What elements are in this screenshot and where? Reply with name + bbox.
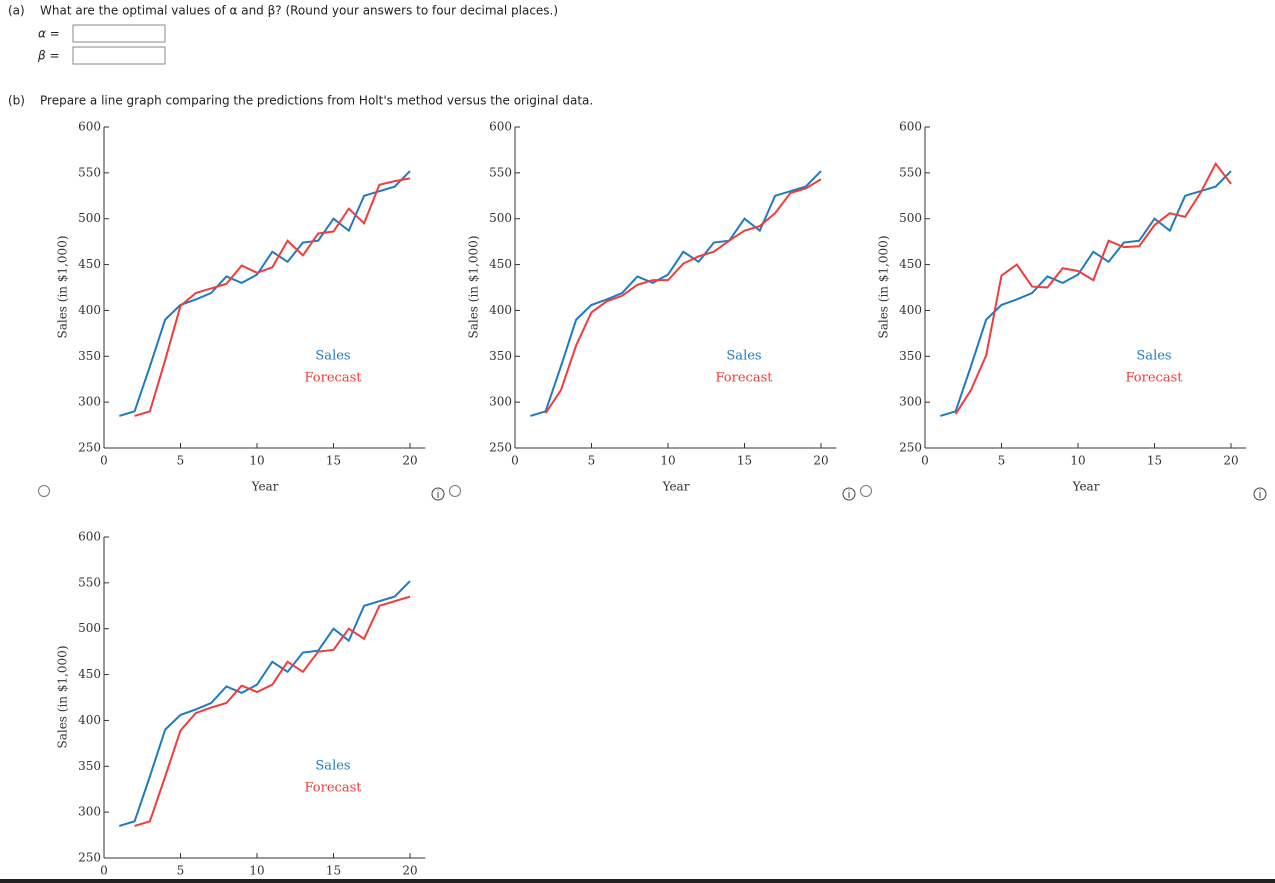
y-tick-label: 300 bbox=[78, 395, 101, 409]
series-line bbox=[119, 580, 411, 827]
series-line bbox=[954, 161, 1232, 415]
y-tick-label: 250 bbox=[78, 441, 101, 455]
y-axis-label: Sales (in $1,000) bbox=[877, 235, 891, 338]
series-line bbox=[940, 170, 1232, 417]
series-line bbox=[530, 170, 822, 417]
y-tick-label: 500 bbox=[489, 211, 512, 225]
x-tick-label: 0 bbox=[100, 864, 108, 878]
x-tick-label: 20 bbox=[813, 454, 828, 468]
y-tick-label: 450 bbox=[78, 667, 101, 681]
y-tick-label: 250 bbox=[78, 851, 101, 865]
y-tick-label: 550 bbox=[899, 165, 922, 179]
y-tick-label: 600 bbox=[78, 530, 101, 544]
x-tick-label: 5 bbox=[177, 454, 185, 468]
y-tick-label: 400 bbox=[899, 303, 922, 317]
scrollbar bbox=[0, 879, 1275, 883]
part-a-label: (a) bbox=[8, 4, 25, 18]
y-axis-label: Sales (in $1,000) bbox=[56, 235, 70, 338]
x-tick-label: 15 bbox=[326, 454, 341, 468]
y-tick-label: 300 bbox=[899, 395, 922, 409]
y-tick-label: 250 bbox=[899, 441, 922, 455]
legend-entry: Sales bbox=[315, 349, 350, 364]
radio[interactable] bbox=[38, 485, 50, 497]
chart: 250 300 350 400 450 500 550 600 0 5 10 15 20 Sales (i… bbox=[56, 530, 426, 878]
x-tick-label: 10 bbox=[660, 454, 675, 468]
y-tick-label: 500 bbox=[78, 211, 101, 225]
radio[interactable] bbox=[860, 485, 872, 497]
y-tick-label: 400 bbox=[78, 303, 101, 317]
y-tick-label: 550 bbox=[78, 575, 101, 589]
x-tick-label: 10 bbox=[249, 864, 264, 878]
y-tick-label: 350 bbox=[899, 349, 922, 363]
x-tick-label: 15 bbox=[1147, 454, 1162, 468]
series-line bbox=[134, 177, 411, 417]
legend-entry: Forecast bbox=[1126, 371, 1184, 386]
series-line bbox=[134, 595, 411, 827]
x-axis-label: Year bbox=[251, 480, 279, 494]
part-a-question: What are the optimal values of α and β? … bbox=[40, 4, 558, 18]
y-axis-label: Sales (in $1,000) bbox=[467, 235, 481, 338]
x-tick-label: 0 bbox=[921, 454, 929, 468]
alpha-label: α = bbox=[38, 27, 60, 41]
chart: 250 300 350 400 450 500 550 600 0 5 10 15 20 Sales (i… bbox=[467, 120, 837, 494]
y-tick-label: 350 bbox=[489, 349, 512, 363]
x-tick-label: 20 bbox=[1223, 454, 1238, 468]
y-tick-label: 450 bbox=[78, 257, 101, 271]
radio[interactable] bbox=[449, 485, 461, 497]
x-tick-label: 0 bbox=[100, 454, 108, 468]
y-tick-label: 600 bbox=[899, 120, 922, 134]
x-tick-label: 20 bbox=[402, 454, 417, 468]
x-axis-label: Year bbox=[662, 480, 690, 494]
y-tick-label: 400 bbox=[78, 713, 101, 727]
series-line bbox=[544, 178, 822, 414]
info-icon[interactable] bbox=[1253, 487, 1267, 501]
series-line bbox=[119, 170, 411, 417]
y-tick-label: 250 bbox=[489, 441, 512, 455]
chart: 250 300 350 400 450 500 550 600 0 5 10 15 20 Sales (i… bbox=[877, 120, 1247, 494]
y-tick-label: 400 bbox=[489, 303, 512, 317]
part-b-question: Prepare a line graph comparing the predi… bbox=[40, 94, 593, 108]
legend-entry: Sales bbox=[1136, 349, 1171, 364]
legend-entry: Forecast bbox=[305, 781, 363, 796]
beta-input[interactable] bbox=[72, 46, 166, 65]
legend-entry: Forecast bbox=[305, 371, 363, 386]
x-tick-label: 0 bbox=[511, 454, 519, 468]
y-tick-label: 500 bbox=[78, 621, 101, 635]
y-tick-label: 550 bbox=[489, 165, 512, 179]
part-b-label: (b) bbox=[8, 94, 25, 108]
x-tick-label: 5 bbox=[998, 454, 1006, 468]
y-tick-label: 450 bbox=[899, 257, 922, 271]
y-tick-label: 600 bbox=[489, 120, 512, 134]
y-tick-label: 600 bbox=[78, 120, 101, 134]
legend-entry: Sales bbox=[315, 759, 350, 774]
x-tick-label: 20 bbox=[402, 864, 417, 878]
x-tick-label: 5 bbox=[588, 454, 596, 468]
y-axis-label: Sales (in $1,000) bbox=[56, 645, 70, 748]
y-tick-label: 550 bbox=[78, 165, 101, 179]
legend-entry: Forecast bbox=[716, 371, 774, 386]
x-tick-label: 5 bbox=[177, 864, 185, 878]
y-tick-label: 350 bbox=[78, 349, 101, 363]
x-axis-label: Year bbox=[1072, 480, 1100, 494]
beta-label: β = bbox=[37, 49, 60, 63]
y-tick-label: 450 bbox=[489, 257, 512, 271]
alpha-input[interactable] bbox=[72, 24, 166, 43]
y-tick-label: 350 bbox=[78, 759, 101, 773]
x-tick-label: 10 bbox=[249, 454, 264, 468]
x-tick-label: 15 bbox=[737, 454, 752, 468]
y-tick-label: 300 bbox=[489, 395, 512, 409]
info-icon[interactable] bbox=[431, 487, 445, 501]
chart: 250 300 350 400 450 500 550 600 0 5 10 15 20 Sales (i… bbox=[56, 120, 426, 494]
x-tick-label: 10 bbox=[1070, 454, 1085, 468]
y-tick-label: 300 bbox=[78, 805, 101, 819]
y-tick-label: 500 bbox=[899, 211, 922, 225]
legend-entry: Sales bbox=[726, 349, 761, 364]
x-tick-label: 15 bbox=[326, 864, 341, 878]
info-icon[interactable] bbox=[842, 487, 856, 501]
